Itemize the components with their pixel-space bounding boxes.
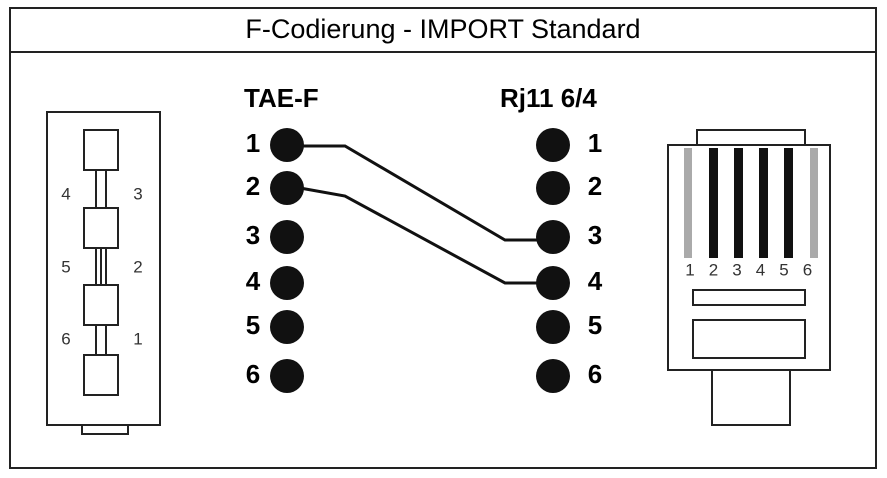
tae-pin-label: 2 <box>133 257 142 276</box>
rj11-pin <box>536 171 570 205</box>
tae-pin <box>270 220 304 254</box>
rj11-drawing-label: 6 <box>803 260 812 279</box>
tae-pin-number: 6 <box>246 359 260 389</box>
rj11-drawing-label: 5 <box>779 260 788 279</box>
tae-pin <box>270 128 304 162</box>
tae-pin <box>270 171 304 205</box>
tae-pin-label: 5 <box>61 257 70 276</box>
tae-pin <box>270 359 304 393</box>
tae-pin-label: 6 <box>61 329 70 348</box>
rj11-label: Rj11 6/4 <box>500 83 597 113</box>
wire <box>299 186 540 285</box>
tae-pin-number: 3 <box>246 220 260 250</box>
tae-pin-label: 3 <box>133 184 142 203</box>
rj11-pin-number: 3 <box>588 220 602 250</box>
frame <box>9 7 877 469</box>
tae-pin-number: 1 <box>246 128 260 158</box>
rj11-pin-number: 4 <box>588 266 603 296</box>
rj11-drawing-label: 2 <box>709 260 718 279</box>
tae-pin <box>270 266 304 300</box>
rj11-pin <box>536 128 570 162</box>
rj11-pin-number: 1 <box>588 128 602 158</box>
rj11-pin <box>536 220 570 254</box>
wire <box>300 144 540 242</box>
tae-pin-number: 5 <box>246 310 260 340</box>
title: F-Codierung - IMPORT Standard <box>245 14 640 44</box>
rj11-pin-number: 2 <box>588 171 602 201</box>
tae-pin <box>270 310 304 344</box>
rj11-pin-number: 6 <box>588 359 602 389</box>
tae-pin-number: 2 <box>246 171 260 201</box>
rj11-drawing <box>667 129 831 426</box>
rj11-drawing-label: 3 <box>732 260 741 279</box>
rj11-drawing-label: 1 <box>685 260 694 279</box>
rj11-pin <box>536 266 570 300</box>
tae-pin-number: 4 <box>246 266 261 296</box>
tae-pin-label: 1 <box>133 329 142 348</box>
rj11-drawing-label: 4 <box>756 260 765 279</box>
rj11-pin <box>536 359 570 393</box>
tae-drawing <box>46 111 161 435</box>
tae-label: TAE-F <box>244 83 319 113</box>
tae-pin-label: 4 <box>61 184 70 203</box>
rj11-pin-number: 5 <box>588 310 602 340</box>
rj11-pin <box>536 310 570 344</box>
